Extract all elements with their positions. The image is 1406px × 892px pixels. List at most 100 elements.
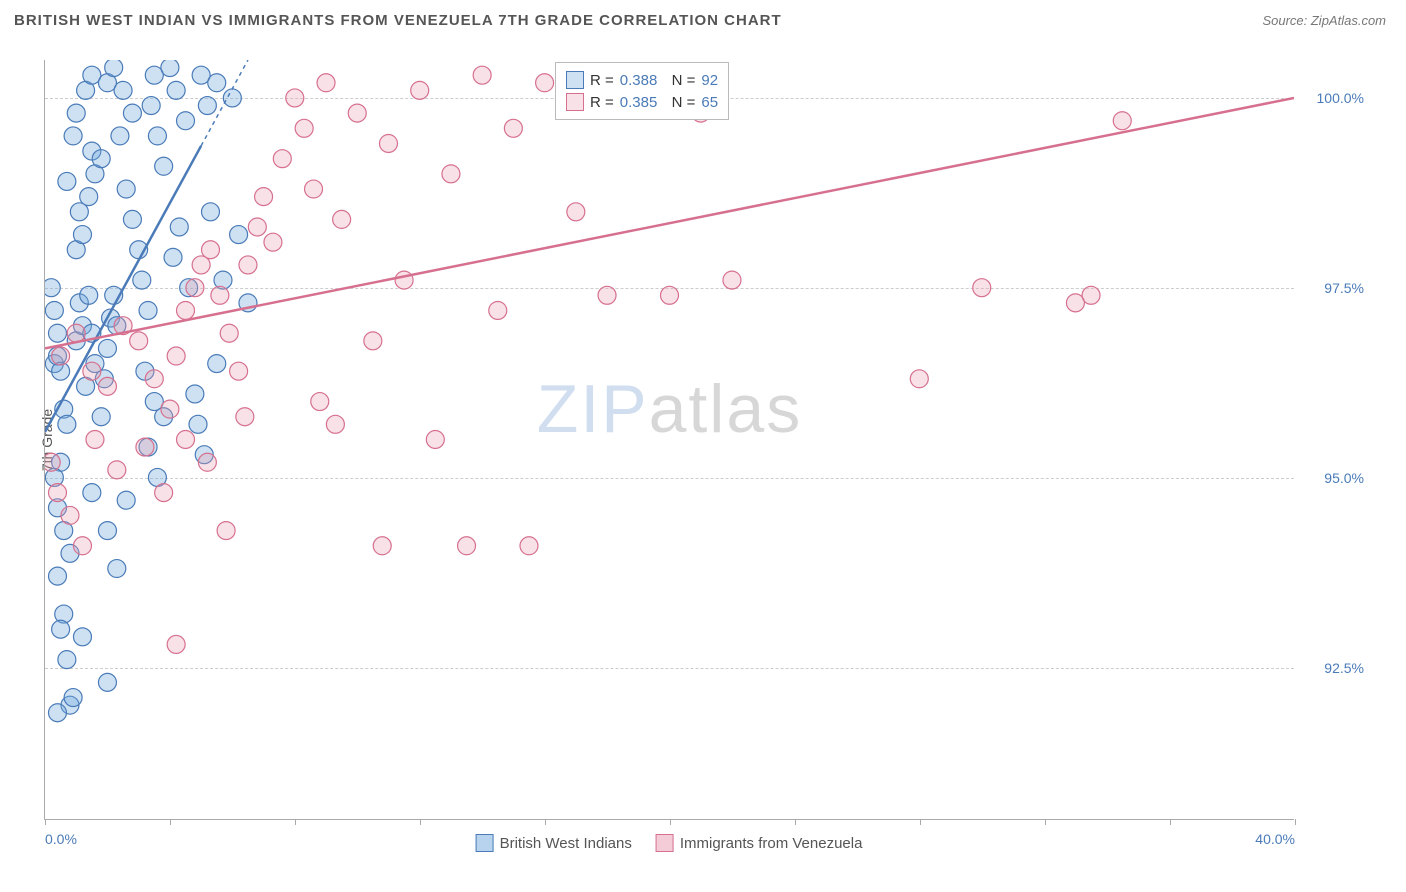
- scatter-point: [73, 628, 91, 646]
- scatter-point: [67, 324, 85, 342]
- scatter-point: [123, 210, 141, 228]
- chart-svg: [45, 60, 1294, 819]
- scatter-point: [58, 415, 76, 433]
- scatter-point: [198, 453, 216, 471]
- bottom-legend: British West Indians Immigrants from Ven…: [476, 834, 863, 852]
- r-value: 0.388: [620, 72, 658, 89]
- chart-title: BRITISH WEST INDIAN VS IMMIGRANTS FROM V…: [14, 12, 782, 29]
- scatter-point: [217, 522, 235, 540]
- scatter-point: [64, 127, 82, 145]
- scatter-point: [161, 60, 179, 77]
- scatter-point: [186, 385, 204, 403]
- scatter-point: [145, 370, 163, 388]
- scatter-point: [142, 97, 160, 115]
- stats-legend-row: R = 0.385 N = 65: [566, 91, 718, 113]
- scatter-point: [155, 484, 173, 502]
- scatter-point: [48, 567, 66, 585]
- x-tick: [920, 819, 921, 825]
- scatter-point: [92, 150, 110, 168]
- scatter-point: [80, 188, 98, 206]
- scatter-point: [45, 301, 63, 319]
- scatter-point: [236, 408, 254, 426]
- scatter-point: [220, 324, 238, 342]
- swatch-pink: [656, 834, 674, 852]
- scatter-point: [130, 332, 148, 350]
- scatter-point: [333, 210, 351, 228]
- y-tick-label: 97.5%: [1324, 280, 1364, 296]
- scatter-point: [105, 60, 123, 77]
- scatter-point: [973, 279, 991, 297]
- scatter-point: [442, 165, 460, 183]
- x-tick: [670, 819, 671, 825]
- y-tick-label: 100.0%: [1317, 90, 1364, 106]
- scatter-point: [92, 408, 110, 426]
- scatter-point: [379, 135, 397, 153]
- scatter-point: [311, 393, 329, 411]
- x-tick: [170, 819, 171, 825]
- x-tick: [420, 819, 421, 825]
- x-tick: [295, 819, 296, 825]
- scatter-point: [58, 172, 76, 190]
- scatter-point: [48, 484, 66, 502]
- scatter-point: [86, 431, 104, 449]
- scatter-point: [198, 97, 216, 115]
- scatter-point: [504, 119, 522, 137]
- scatter-point: [123, 104, 141, 122]
- plot-area: ZIPatlas R = 0.388 N = 92 R = 0.385 N = …: [44, 60, 1294, 820]
- scatter-point: [295, 119, 313, 137]
- trend-line: [45, 98, 1294, 348]
- scatter-point: [536, 74, 554, 92]
- scatter-point: [426, 431, 444, 449]
- scatter-point: [223, 89, 241, 107]
- scatter-point: [473, 66, 491, 84]
- legend-label-2: Immigrants from Venezuela: [680, 835, 863, 852]
- scatter-point: [164, 248, 182, 266]
- scatter-point: [117, 180, 135, 198]
- x-tick: [545, 819, 546, 825]
- r-label: R =: [590, 72, 614, 89]
- scatter-point: [167, 81, 185, 99]
- scatter-point: [52, 347, 70, 365]
- scatter-point: [317, 74, 335, 92]
- scatter-point: [117, 491, 135, 509]
- scatter-point: [148, 127, 166, 145]
- scatter-point: [598, 286, 616, 304]
- r-label: R =: [590, 94, 614, 111]
- scatter-point: [45, 279, 60, 297]
- scatter-point: [108, 461, 126, 479]
- scatter-point: [83, 362, 101, 380]
- scatter-point: [139, 301, 157, 319]
- scatter-point: [211, 286, 229, 304]
- scatter-point: [48, 704, 66, 722]
- x-tick: [45, 819, 46, 825]
- scatter-point: [458, 537, 476, 555]
- scatter-point: [48, 324, 66, 342]
- scatter-point: [910, 370, 928, 388]
- scatter-point: [98, 377, 116, 395]
- legend-label-1: British West Indians: [500, 835, 632, 852]
- legend-swatch: [566, 71, 584, 89]
- scatter-point: [177, 112, 195, 130]
- header: BRITISH WEST INDIAN VS IMMIGRANTS FROM V…: [0, 0, 1406, 37]
- scatter-point: [73, 537, 91, 555]
- x-tick: [1045, 819, 1046, 825]
- scatter-point: [189, 415, 207, 433]
- scatter-point: [167, 347, 185, 365]
- r-value: 0.385: [620, 94, 658, 111]
- scatter-point: [248, 218, 266, 236]
- x-tick: [1170, 819, 1171, 825]
- scatter-point: [111, 127, 129, 145]
- scatter-point: [348, 104, 366, 122]
- n-value: 92: [701, 72, 718, 89]
- x-label-right: 40.0%: [1255, 831, 1295, 847]
- scatter-point: [161, 400, 179, 418]
- scatter-point: [230, 226, 248, 244]
- y-tick-label: 95.0%: [1324, 470, 1364, 486]
- x-label-left: 0.0%: [45, 831, 77, 847]
- scatter-point: [520, 537, 538, 555]
- scatter-point: [83, 484, 101, 502]
- scatter-point: [264, 233, 282, 251]
- scatter-point: [64, 689, 82, 707]
- scatter-point: [201, 241, 219, 259]
- x-tick: [1295, 819, 1296, 825]
